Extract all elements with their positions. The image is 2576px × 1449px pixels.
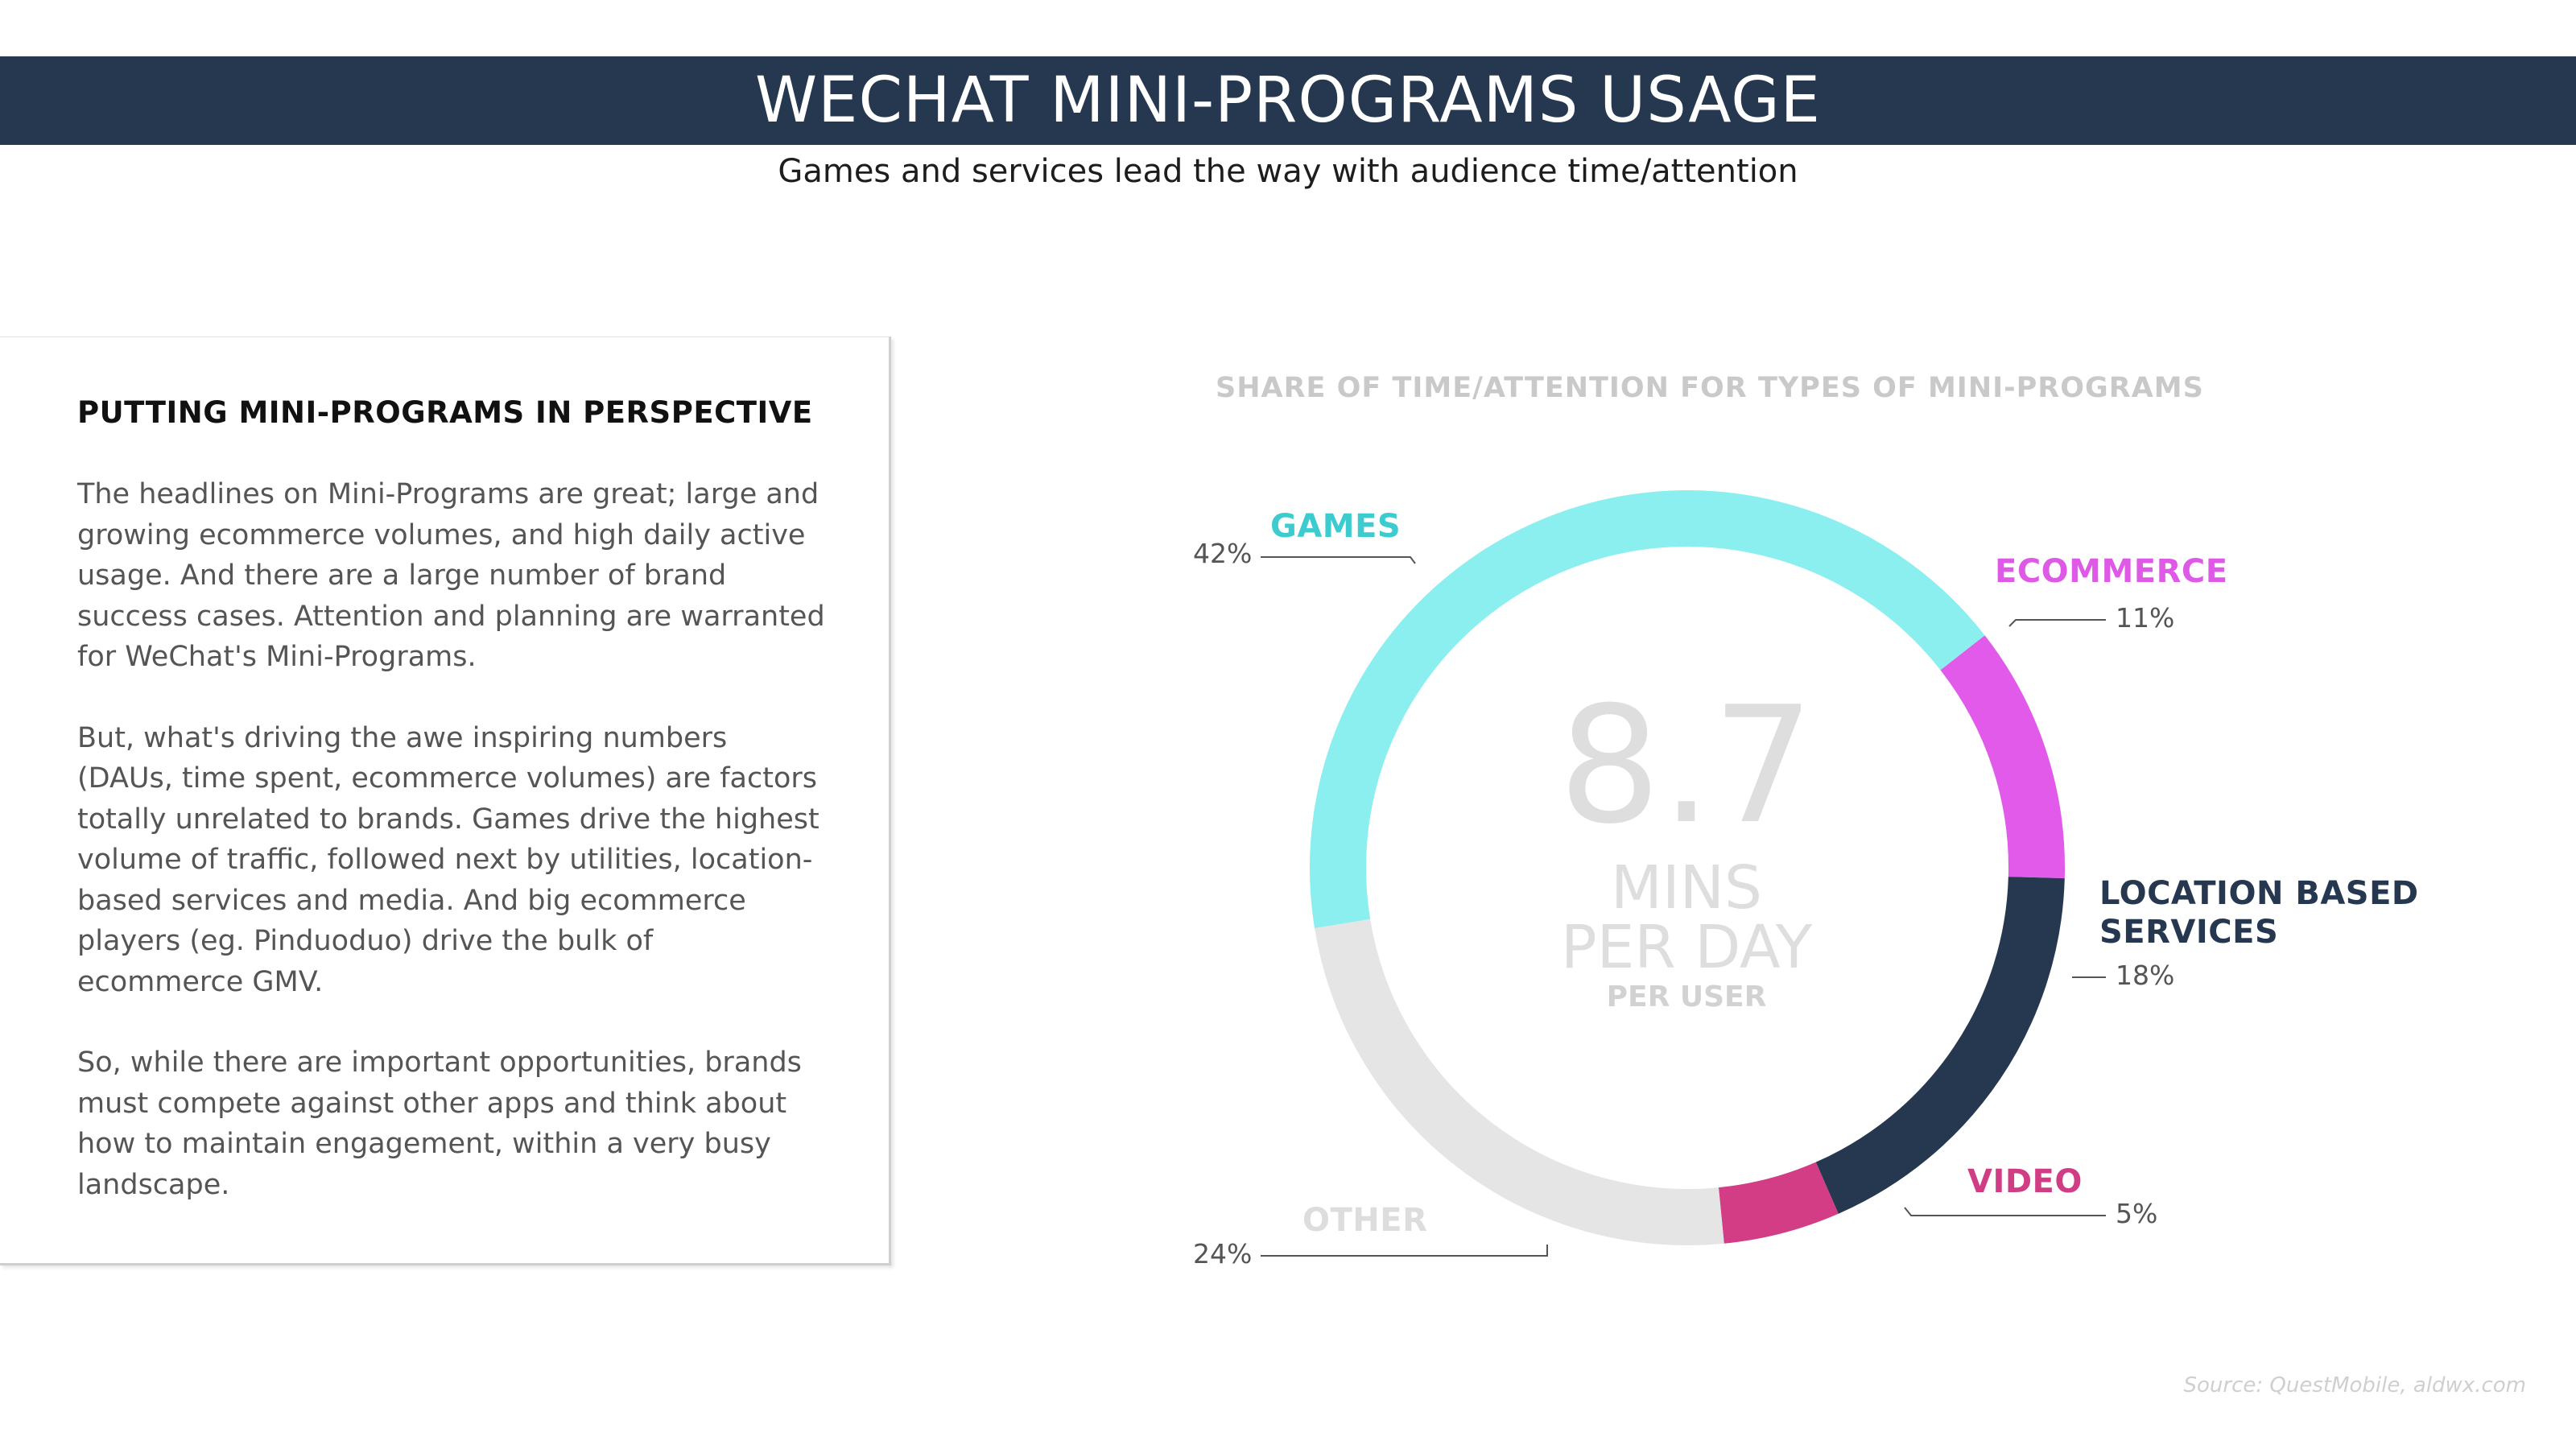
chart-title: SHARE OF TIME/ATTENTION FOR TYPES OF MIN… xyxy=(1216,372,2204,404)
center-unit-line-2: PER DAY xyxy=(1560,913,1813,982)
segment-pct-ecommerce: 11% xyxy=(2116,602,2175,634)
center-unit-line-1: MINS xyxy=(1611,853,1762,923)
donut-segment-other xyxy=(1315,919,1724,1245)
leader-games xyxy=(1261,556,1416,564)
leader-other xyxy=(1261,1245,1548,1257)
segment-pct-location: 18% xyxy=(2116,960,2175,991)
segment-label-other: OTHER xyxy=(1302,1202,1428,1239)
donut-segment-video xyxy=(1718,1162,1839,1244)
page-subtitle: Games and services lead the way with aud… xyxy=(778,153,1798,190)
panel-paragraph-3: So, while there are important opportunit… xyxy=(77,1046,802,1201)
segment-pct-games: 42% xyxy=(1193,538,1253,569)
center-unit: MINS PER DAY xyxy=(1465,858,1908,977)
donut-segment-games xyxy=(1310,490,1985,928)
source-note: Source: QuestMobile, aldwx.com xyxy=(2183,1373,2527,1397)
center-sub: PER USER xyxy=(1606,980,1767,1013)
segment-label-games: GAMES xyxy=(1270,508,1402,545)
panel-paragraph-2: But, what's driving the awe inspiring nu… xyxy=(77,721,819,998)
panel-paragraph-1: The headlines on Mini-Programs are great… xyxy=(77,478,825,673)
segment-pct-video: 5% xyxy=(2116,1198,2158,1229)
segment-label-video: VIDEO xyxy=(1967,1163,2083,1200)
leader-video xyxy=(1904,1207,2106,1216)
panel-body: The headlines on Mini-Programs are great… xyxy=(77,474,826,1245)
center-value: 8.7 xyxy=(1558,672,1815,860)
page-title: WECHAT MINI-PROGRAMS USAGE xyxy=(755,64,1821,137)
segment-label-ecommerce: ECOMMERCE xyxy=(1995,553,2228,590)
title-bar: WECHAT MINI-PROGRAMS USAGE xyxy=(0,56,2576,145)
donut-segment-location xyxy=(1815,876,2065,1214)
segment-pct-other: 24% xyxy=(1193,1238,1253,1269)
segment-label-location: LOCATION BASED SERVICES xyxy=(2099,875,2419,951)
panel-heading: PUTTING MINI-PROGRAMS IN PERSPECTIVE xyxy=(77,395,813,430)
perspective-panel: PUTTING MINI-PROGRAMS IN PERSPECTIVE The… xyxy=(0,336,891,1265)
leader-ecommerce xyxy=(2008,619,2106,627)
donut-segment-ecommerce xyxy=(1940,635,2065,879)
